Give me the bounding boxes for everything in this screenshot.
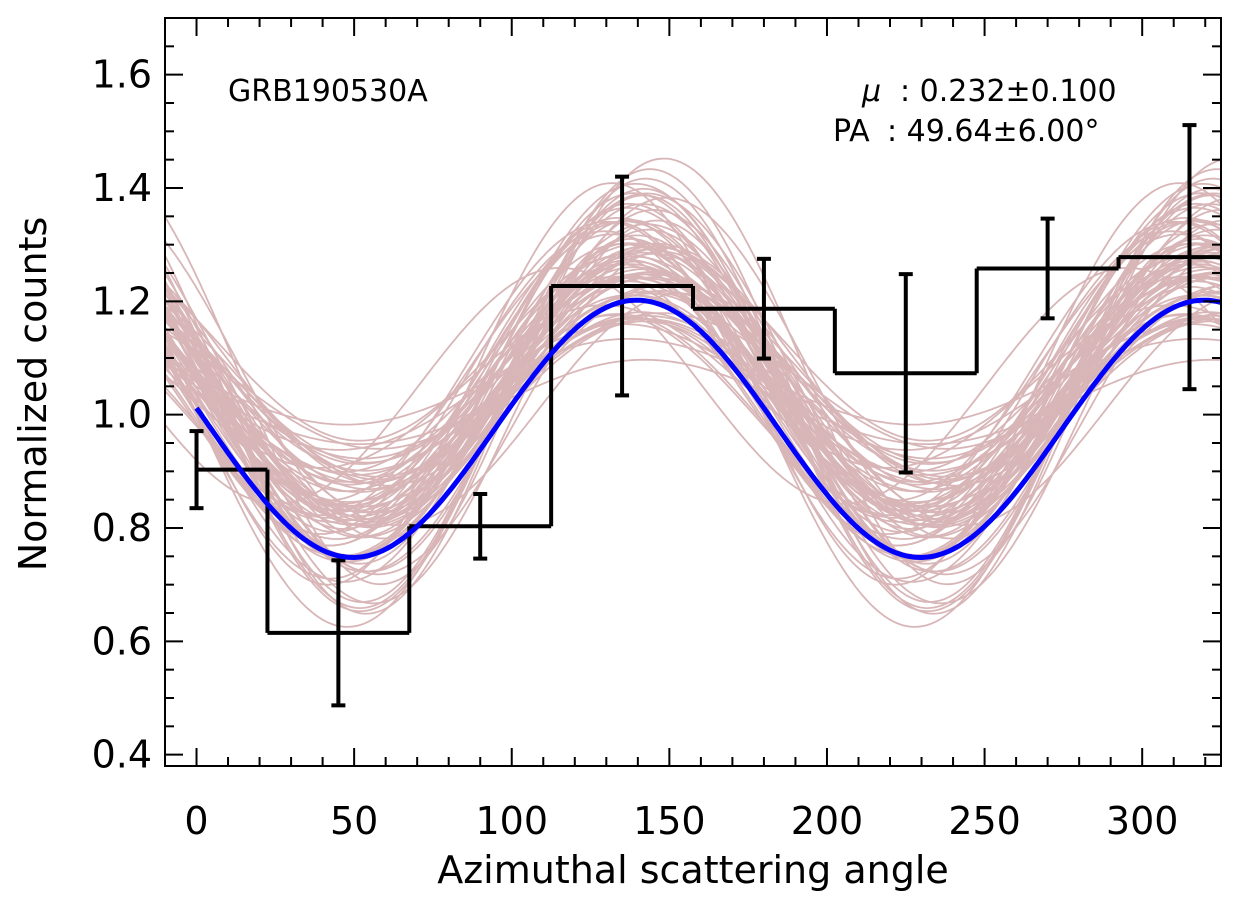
x-tick-label: 150 bbox=[633, 799, 706, 843]
mu-value: : 0.232±0.100 bbox=[900, 74, 1117, 109]
posterior-curves bbox=[165, 157, 1221, 628]
posterior-curve bbox=[165, 206, 1221, 530]
axis-ticks bbox=[165, 18, 1221, 766]
posterior-curve bbox=[165, 251, 1221, 517]
posterior-curve bbox=[165, 219, 1221, 605]
plot-frame bbox=[164, 17, 1222, 767]
x-tick-label: 300 bbox=[1106, 799, 1179, 843]
y-tick-label: 0.8 bbox=[92, 506, 152, 550]
x-tick-label: 250 bbox=[948, 799, 1021, 843]
posterior-curve bbox=[165, 266, 1221, 505]
x-tick-label: 50 bbox=[330, 799, 378, 843]
x-tick-label: 200 bbox=[791, 799, 864, 843]
posterior-curve bbox=[165, 255, 1221, 486]
source-label: GRB190530A bbox=[228, 74, 428, 109]
error-bars bbox=[189, 123, 1197, 708]
y-tick-label: 1.2 bbox=[92, 279, 152, 323]
y-tick-label: 1.0 bbox=[92, 393, 152, 437]
best-fit-group bbox=[194, 297, 1221, 561]
pa-value: : 49.64±6.00° bbox=[887, 114, 1099, 149]
y-axis-title: Normalized counts bbox=[11, 217, 55, 572]
mu-symbol: μ bbox=[861, 74, 881, 109]
posterior-curve bbox=[165, 192, 1221, 538]
posterior-curve bbox=[165, 242, 1221, 512]
posterior-curve bbox=[165, 157, 1221, 586]
x-tick-label: 100 bbox=[475, 799, 548, 843]
posterior-curve bbox=[165, 318, 1221, 484]
posterior-curve bbox=[165, 304, 1221, 469]
x-tick-label: 0 bbox=[184, 799, 208, 843]
tick-labels: 0 50 100 150 200 250 300 0.4 0.6 0.8 1.0 1.2 1.4 1.6 bbox=[92, 53, 1179, 843]
posterior-curve bbox=[165, 248, 1221, 527]
posterior-curve bbox=[165, 168, 1221, 615]
x-axis-title: Azimuthal scattering angle bbox=[437, 848, 949, 892]
pa-symbol: PA bbox=[833, 114, 870, 149]
y-tick-label: 0.6 bbox=[92, 619, 152, 663]
y-tick-label: 1.4 bbox=[92, 166, 152, 210]
y-tick-label: 0.4 bbox=[92, 733, 152, 777]
best-fit-curve bbox=[194, 297, 1221, 561]
y-tick-label: 1.6 bbox=[92, 53, 152, 97]
